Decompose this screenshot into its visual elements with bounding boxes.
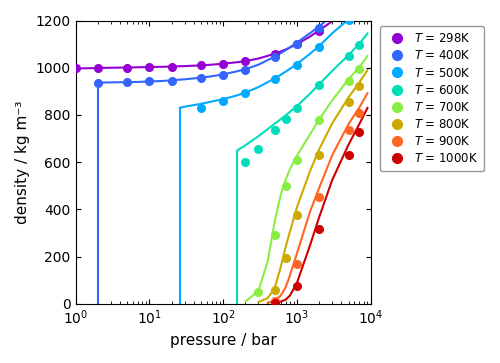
Legend: $T$ = 298K, $T$ = 400K, $T$ = 500K, $T$ = 600K, $T$ = 700K, $T$ = 800K, $T$ = 90: $T$ = 298K, $T$ = 400K, $T$ = 500K, $T$ …: [380, 26, 484, 171]
Y-axis label: density / kg m⁻³: density / kg m⁻³: [15, 101, 30, 224]
X-axis label: pressure / bar: pressure / bar: [170, 333, 276, 348]
